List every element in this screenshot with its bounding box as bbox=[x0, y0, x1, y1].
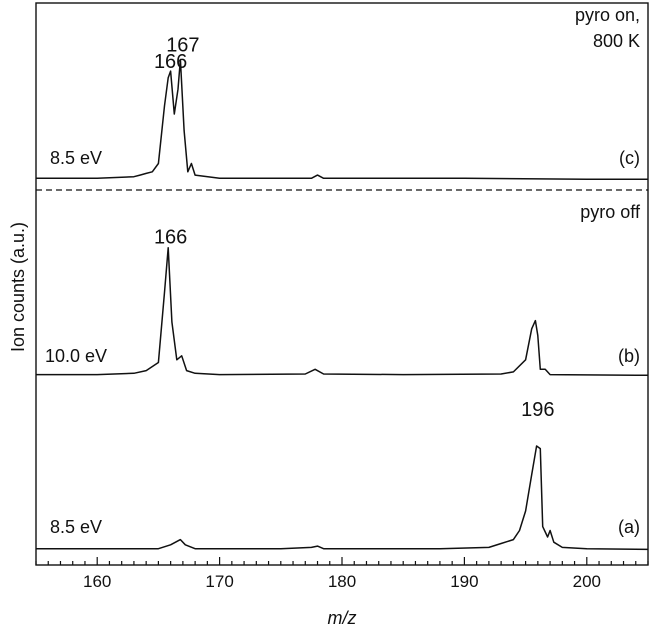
x-tick-label: 200 bbox=[573, 572, 601, 591]
x-tick-label: 180 bbox=[328, 572, 356, 591]
x-tick-label: 160 bbox=[83, 572, 111, 591]
panel-label: (a) bbox=[618, 517, 640, 537]
spectra-traces bbox=[36, 58, 649, 551]
x-tick-label: 170 bbox=[205, 572, 233, 591]
x-tick-label: 190 bbox=[450, 572, 478, 591]
energy-label: 8.5 eV bbox=[50, 148, 102, 168]
panel-label: (b) bbox=[618, 346, 640, 366]
peak-label: 166 bbox=[154, 227, 187, 249]
spectrum-line-a bbox=[36, 445, 649, 551]
energy-label: 8.5 eV bbox=[50, 517, 102, 537]
energy-label: 10.0 eV bbox=[45, 346, 107, 366]
panel-label: (c) bbox=[619, 148, 640, 168]
condition-label: pyro off bbox=[580, 202, 641, 222]
x-ticks bbox=[35, 557, 649, 565]
peak-label: 196 bbox=[521, 399, 554, 421]
x-tick-labels: 160 170 180 190 200 bbox=[83, 572, 601, 591]
peak-label: 167 bbox=[166, 34, 199, 56]
peak-label: 166 bbox=[154, 51, 187, 73]
spectrum-line-b bbox=[36, 247, 649, 377]
y-axis-label: Ion counts (a.u.) bbox=[8, 222, 28, 352]
condition-label: 800 K bbox=[593, 31, 640, 51]
x-axis-label: m/z bbox=[328, 608, 357, 628]
spectrum-line-c bbox=[36, 58, 648, 180]
condition-label: pyro on, bbox=[575, 5, 640, 25]
plot-frame bbox=[35, 2, 649, 566]
